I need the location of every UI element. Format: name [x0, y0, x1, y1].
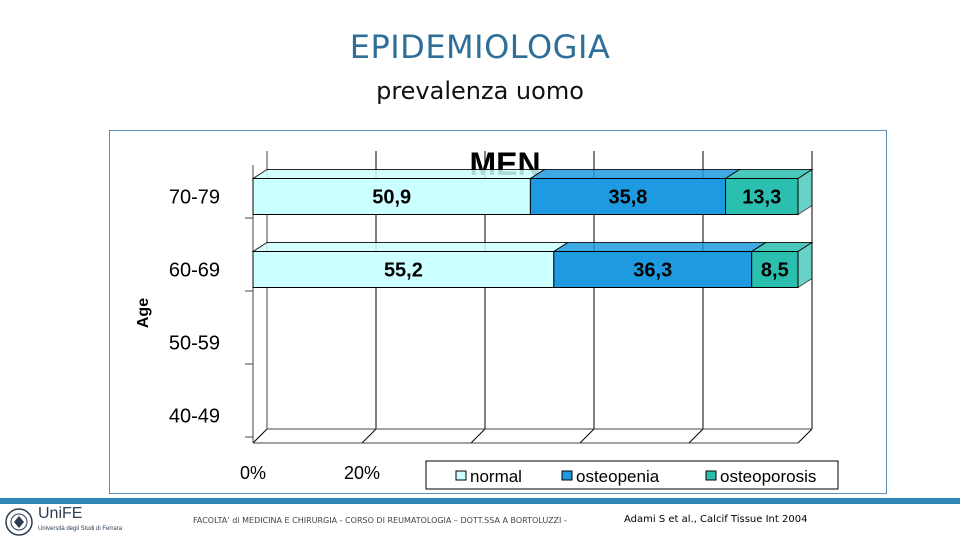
data-label: 35,8 [608, 187, 647, 209]
x-tick-label: 0% [240, 463, 266, 483]
category-label: 60-69 [169, 260, 220, 282]
category-label: 40-49 [169, 406, 220, 428]
university-seal-icon [5, 508, 33, 536]
category-label: 50-59 [169, 333, 220, 355]
logo-subtitle: Università degli Studi di Ferrara [38, 526, 123, 532]
grid-floor-line [579, 428, 595, 444]
grid-floor-line [252, 428, 268, 444]
y-axis-label: Age [135, 298, 152, 328]
bar-side-face [797, 168, 813, 216]
legend-swatch [705, 470, 717, 481]
data-label: 36,3 [633, 260, 672, 282]
bar-segment [751, 251, 799, 288]
logo-text: UniFE [38, 505, 83, 522]
slide-title: EPIDEMIOLOGIA [349, 28, 611, 66]
legend-swatch [455, 470, 467, 481]
grid-floor-line [797, 428, 813, 444]
chart-frame: MEN Age 70-79 50,9 35,8 13,3 60-69 55,2 36,3 8,5 5… [109, 130, 887, 494]
grid-floor-line [361, 428, 377, 444]
bar-top-face [251, 169, 547, 179]
legend-label: normal [470, 467, 522, 486]
footer-bar [0, 498, 960, 504]
bar-top-face [723, 169, 814, 179]
data-label: 13,3 [742, 187, 781, 209]
x-tick-label: 20% [344, 463, 380, 483]
footer-reference: Adami S et al., Calcif Tissue Int 2004 [624, 514, 808, 525]
legend-swatch [561, 470, 573, 481]
bar-top-face [251, 242, 570, 252]
data-label: 8,5 [761, 260, 789, 282]
category-label: 70-79 [169, 187, 220, 209]
bar-segment [725, 178, 799, 215]
legend-box [425, 460, 839, 490]
bar-top-face [528, 169, 742, 179]
data-label: 55,2 [384, 260, 423, 282]
grid-floor-line [688, 428, 704, 444]
bar-segment [553, 251, 753, 288]
bar-side-face [797, 241, 813, 289]
legend-label: osteoporosis [720, 467, 816, 486]
bar-top-face [552, 242, 768, 252]
footer-text: FACOLTA’ di MEDICINA E CHIRURGIA - CORSO… [193, 516, 567, 525]
grid-floor-line [470, 428, 486, 444]
slide-subtitle: prevalenza uomo [376, 77, 584, 105]
legend-label: osteopenia [576, 467, 660, 486]
data-label: 50,9 [372, 187, 411, 209]
bar-segment [252, 251, 555, 288]
